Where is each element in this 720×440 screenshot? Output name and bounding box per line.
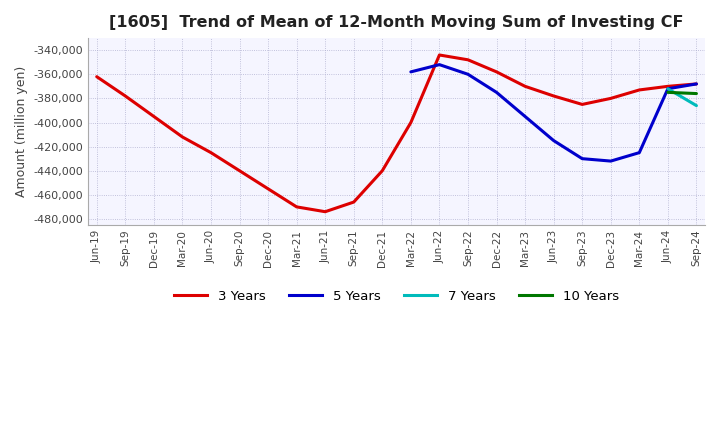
3 Years bbox=[178, 134, 186, 139]
3 Years bbox=[521, 84, 529, 89]
Line: 3 Years: 3 Years bbox=[96, 55, 696, 212]
3 Years bbox=[664, 84, 672, 89]
5 Years bbox=[664, 86, 672, 92]
Legend: 3 Years, 5 Years, 7 Years, 10 Years: 3 Years, 5 Years, 7 Years, 10 Years bbox=[169, 285, 624, 308]
5 Years bbox=[464, 72, 472, 77]
3 Years bbox=[349, 199, 358, 205]
5 Years bbox=[492, 90, 501, 95]
5 Years bbox=[578, 156, 587, 161]
10 Years bbox=[692, 91, 701, 96]
5 Years bbox=[521, 114, 529, 119]
5 Years bbox=[606, 158, 615, 164]
5 Years bbox=[407, 69, 415, 74]
3 Years bbox=[378, 168, 387, 173]
3 Years bbox=[492, 69, 501, 74]
5 Years bbox=[435, 62, 444, 67]
Y-axis label: Amount (million yen): Amount (million yen) bbox=[15, 66, 28, 197]
3 Years bbox=[264, 186, 272, 191]
3 Years bbox=[321, 209, 330, 214]
3 Years bbox=[435, 52, 444, 58]
Line: 5 Years: 5 Years bbox=[411, 65, 696, 161]
Line: 10 Years: 10 Years bbox=[668, 92, 696, 94]
3 Years bbox=[121, 93, 130, 99]
3 Years bbox=[464, 57, 472, 62]
3 Years bbox=[235, 168, 244, 173]
3 Years bbox=[207, 150, 215, 155]
3 Years bbox=[150, 114, 158, 119]
7 Years bbox=[664, 86, 672, 92]
5 Years bbox=[635, 150, 644, 155]
10 Years bbox=[664, 90, 672, 95]
Line: 7 Years: 7 Years bbox=[668, 89, 696, 106]
7 Years bbox=[692, 103, 701, 108]
3 Years bbox=[407, 120, 415, 125]
3 Years bbox=[549, 93, 558, 99]
3 Years bbox=[692, 81, 701, 87]
3 Years bbox=[92, 74, 101, 79]
3 Years bbox=[606, 96, 615, 101]
Title: [1605]  Trend of Mean of 12-Month Moving Sum of Investing CF: [1605] Trend of Mean of 12-Month Moving … bbox=[109, 15, 684, 30]
3 Years bbox=[578, 102, 587, 107]
3 Years bbox=[292, 204, 301, 209]
3 Years bbox=[635, 87, 644, 92]
5 Years bbox=[692, 81, 701, 87]
5 Years bbox=[549, 138, 558, 143]
